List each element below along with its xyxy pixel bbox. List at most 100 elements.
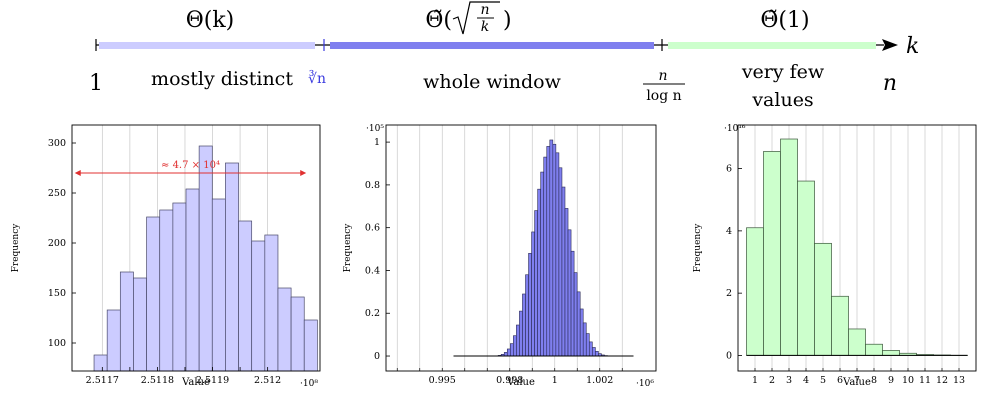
chart-3-x-tick-label: 3 xyxy=(786,375,792,386)
chart-1-ylabel: Frequency xyxy=(11,223,21,273)
chart-2-bar xyxy=(546,146,551,357)
region-3-description-line2: values xyxy=(751,89,813,111)
chart-1-x-tick-label: 2.5118 xyxy=(141,375,174,386)
chart-2-bar xyxy=(564,208,569,357)
histogram-chart-2: 0.995 0.998 1 1.002 0 0.2 0.4 0.6 0.8 1 Value Fre… xyxy=(343,124,657,389)
timeline-arrowhead xyxy=(882,39,898,51)
chart-3-bar xyxy=(831,295,849,356)
chart-1-bar xyxy=(211,198,226,372)
region-3-band xyxy=(668,42,876,49)
chart-2-bar xyxy=(573,272,578,357)
chart-2-bar xyxy=(525,274,529,357)
chart-1-x-multiplier: ·10⁸ xyxy=(300,379,318,389)
chart-1-y-tick-label: 300 xyxy=(48,138,66,149)
chart-1-xlabel: Value xyxy=(181,377,210,388)
chart-2-bar xyxy=(549,139,554,357)
chart-2-bar xyxy=(570,250,575,357)
chart-2-bar xyxy=(561,186,566,357)
chart-2-y-tick-label: 1 xyxy=(374,137,380,148)
chart-2-bar xyxy=(531,231,535,357)
chart-2-bar xyxy=(588,341,593,357)
chart-2-y-tick-label: 0.4 xyxy=(365,265,380,276)
chart-2-bar xyxy=(582,322,587,357)
chart-2-bar xyxy=(519,310,523,357)
chart-1-bar xyxy=(119,271,134,372)
region-1-band xyxy=(99,42,315,49)
tick-label-one: 1 xyxy=(89,71,103,96)
chart-3-bar xyxy=(848,328,866,356)
chart-1-bar xyxy=(251,240,266,372)
chart-1-annotation: ≈ 4.7 × 10⁴ xyxy=(74,160,307,176)
tick-label-log-den: log n xyxy=(646,88,681,104)
chart-1-y-tick-label: 100 xyxy=(48,338,66,349)
chart-2-xlabel: Value xyxy=(506,377,535,388)
chart-3-y-tick-label: 0 xyxy=(726,350,732,361)
annotation-label: ≈ 4.7 × 10⁴ xyxy=(161,160,220,171)
chart-2-bar xyxy=(552,143,557,357)
chart-2-bar xyxy=(579,308,584,357)
chart-2-x-tick-label: 1 xyxy=(552,375,558,386)
chart-3-x-tick-label: 11 xyxy=(919,375,931,386)
chart-3-y-tick-label: 6 xyxy=(726,164,732,175)
chart-2-bar xyxy=(537,188,541,357)
chart-1-bar xyxy=(198,145,213,372)
chart-1-x-tick-label: 2.512 xyxy=(254,375,281,386)
chart-3-xlabel: Value xyxy=(842,377,871,388)
region-2-complexity: Θ̃( n k ) xyxy=(425,1,512,35)
chart-1-bar xyxy=(238,220,253,372)
chart-3-x-tick-label: 4 xyxy=(803,375,809,386)
chart-2-bar xyxy=(516,324,520,357)
chart-2-bar xyxy=(506,348,511,357)
chart-1-bar xyxy=(277,287,292,372)
chart-3-x-tick-label: 1 xyxy=(752,375,758,386)
chart-2-x-tick-label: 0.995 xyxy=(429,375,456,386)
region-2-complexity-prefix: Θ̃( xyxy=(425,8,452,33)
chart-2-bar xyxy=(595,351,599,357)
chart-1-bar xyxy=(264,234,279,372)
chart-3-ylabel: Frequency xyxy=(693,223,703,273)
chart-3-x-tick-label: 2 xyxy=(769,375,775,386)
region-3-complexity: Θ̃(1) xyxy=(760,8,809,33)
chart-2-bar xyxy=(576,291,581,357)
chart-2-y-tick-label: 0.6 xyxy=(365,223,380,234)
chart-2-y-tick-label: 0.2 xyxy=(365,308,380,319)
chart-3-y-tick-label: 2 xyxy=(726,288,732,299)
chart-1-bar xyxy=(133,277,147,372)
sqrt-radical-icon xyxy=(452,1,500,35)
chart-2-x-tick-label: 0.998 xyxy=(496,375,523,386)
region-2-complexity-suffix: ) xyxy=(503,8,512,33)
chart-3-x-tick-label: 13 xyxy=(953,375,965,386)
chart-3-bar xyxy=(746,227,764,356)
chart-3-bar xyxy=(763,151,781,356)
chart-3-x-tick-label: 5 xyxy=(820,375,826,386)
chart-1-y-tick-label: 200 xyxy=(48,238,66,249)
region-3-description-line1: very few xyxy=(741,61,825,83)
region-2-description: whole window xyxy=(423,71,561,93)
annotation-arrowhead-left xyxy=(74,170,81,176)
chart-2-bars xyxy=(494,139,611,357)
region-2-complexity-den: k xyxy=(481,19,489,35)
chart-1-bar xyxy=(172,202,187,372)
region-1-description: mostly distinct xyxy=(151,68,293,90)
chart-2-frame xyxy=(385,124,657,372)
chart-3-bar xyxy=(882,350,900,356)
chart-2-y-multiplier: ·10⁵ xyxy=(366,124,384,134)
chart-2-bar xyxy=(528,253,532,357)
chart-1-frame xyxy=(71,124,321,372)
chart-3-y-multiplier: ·10¹⁶ xyxy=(724,124,746,134)
chart-1-bar xyxy=(185,188,200,372)
chart-2-y-tick-label: 0 xyxy=(374,351,380,362)
chart-1-bar xyxy=(159,209,174,372)
chart-3-x-tick-label: 8 xyxy=(871,375,877,386)
timeline-axis-label: k xyxy=(906,34,919,59)
chart-3-x-tick-label: 9 xyxy=(888,375,894,386)
chart-1-x-tick-label: 2.5117 xyxy=(86,375,119,386)
chart-3-y-tick-label: 4 xyxy=(726,226,732,237)
chart-2-bar xyxy=(534,210,538,357)
chart-2-bar xyxy=(567,229,572,357)
chart-2-bar xyxy=(555,152,560,357)
chart-2-bar xyxy=(558,167,563,357)
chart-1-bar xyxy=(93,354,108,372)
chart-2-y-tick-label: 0.8 xyxy=(365,180,380,191)
